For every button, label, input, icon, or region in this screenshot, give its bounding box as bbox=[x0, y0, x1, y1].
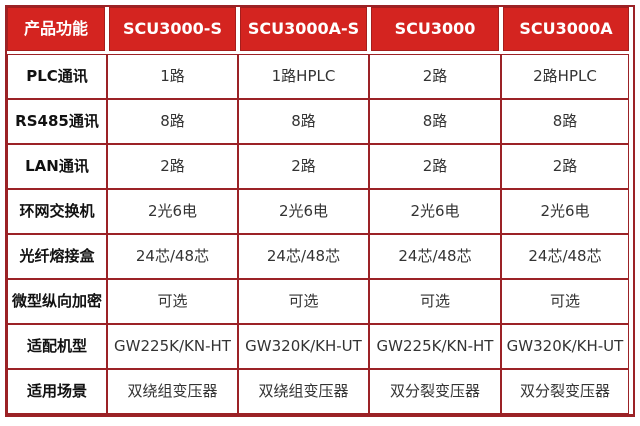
table-cell: 2路HPLC bbox=[501, 54, 629, 99]
table-cell: 8路 bbox=[107, 99, 238, 144]
table-cell: 8路 bbox=[501, 99, 629, 144]
table-cell: 可选 bbox=[369, 279, 501, 324]
row-label-application: 适用场景 bbox=[7, 369, 107, 414]
row-label-ring-switch: 环网交换机 bbox=[7, 189, 107, 234]
row-label-micro-encryption: 微型纵向加密 bbox=[7, 279, 107, 324]
header-cell-scu3000-s: SCU3000-S bbox=[109, 7, 236, 51]
table-cell: 2光6电 bbox=[369, 189, 501, 234]
table-cell: 8路 bbox=[238, 99, 369, 144]
table-cell: 1路HPLC bbox=[238, 54, 369, 99]
table-cell: 2路 bbox=[238, 144, 369, 189]
table-cell: 24芯/48芯 bbox=[501, 234, 629, 279]
table-cell: 2光6电 bbox=[501, 189, 629, 234]
table-cell: GW225K/KN-HT bbox=[369, 324, 501, 369]
row-label-rs485: RS485通讯 bbox=[7, 99, 107, 144]
header-cell-scu3000a-s: SCU3000A-S bbox=[240, 7, 367, 51]
table-cell: 2光6电 bbox=[238, 189, 369, 234]
table-cell: GW225K/KN-HT bbox=[107, 324, 238, 369]
table-cell: 可选 bbox=[501, 279, 629, 324]
table-cell: 1路 bbox=[107, 54, 238, 99]
table-cell: 24芯/48芯 bbox=[107, 234, 238, 279]
product-comparison-table: 产品功能 SCU3000-S SCU3000A-S SCU3000 SCU300… bbox=[5, 5, 635, 417]
table-cell: GW320K/KH-UT bbox=[238, 324, 369, 369]
table-cell: 2路 bbox=[369, 54, 501, 99]
table-cell: 2路 bbox=[369, 144, 501, 189]
table-cell: 双绕组变压器 bbox=[107, 369, 238, 414]
header-cell-features: 产品功能 bbox=[7, 7, 105, 51]
row-label-compatible-model: 适配机型 bbox=[7, 324, 107, 369]
header-cell-scu3000a: SCU3000A bbox=[503, 7, 629, 51]
table-cell: 2路 bbox=[501, 144, 629, 189]
table-cell: 2光6电 bbox=[107, 189, 238, 234]
table-cell: 可选 bbox=[107, 279, 238, 324]
table-cell: GW320K/KH-UT bbox=[501, 324, 629, 369]
row-label-fiber-splice-box: 光纤熔接盒 bbox=[7, 234, 107, 279]
table-cell: 双分裂变压器 bbox=[369, 369, 501, 414]
table-cell: 24芯/48芯 bbox=[238, 234, 369, 279]
row-label-plc: PLC通讯 bbox=[7, 54, 107, 99]
header-cell-scu3000: SCU3000 bbox=[371, 7, 499, 51]
table-cell: 8路 bbox=[369, 99, 501, 144]
table-cell: 24芯/48芯 bbox=[369, 234, 501, 279]
table-cell: 可选 bbox=[238, 279, 369, 324]
table-cell: 双分裂变压器 bbox=[501, 369, 629, 414]
table-cell: 2路 bbox=[107, 144, 238, 189]
table-cell: 双绕组变压器 bbox=[238, 369, 369, 414]
row-label-lan: LAN通讯 bbox=[7, 144, 107, 189]
